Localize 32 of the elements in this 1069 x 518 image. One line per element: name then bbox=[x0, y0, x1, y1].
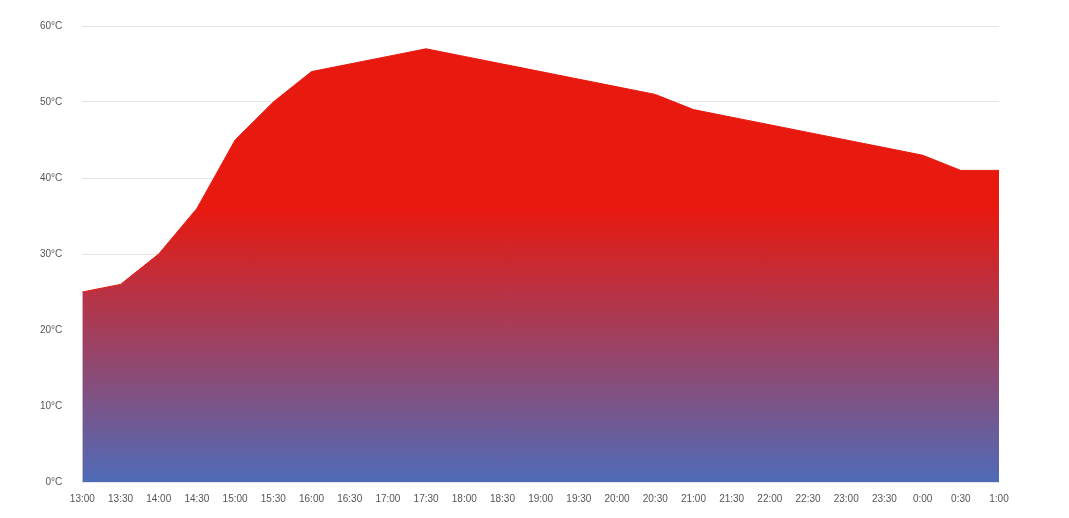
x-tick-label: 23:30 bbox=[871, 492, 898, 504]
x-tick-label: 18:00 bbox=[451, 492, 478, 504]
x-tick-label: 14:00 bbox=[146, 492, 172, 504]
x-tick-label: 13:00 bbox=[69, 492, 96, 504]
y-tick-label: 60°C bbox=[40, 19, 63, 31]
x-tick-label: 20:00 bbox=[604, 492, 631, 504]
y-tick-label: 50°C bbox=[40, 95, 63, 107]
y-tick-label: 20°C bbox=[40, 323, 63, 335]
x-tick-label: 19:30 bbox=[566, 492, 592, 504]
x-tick-label: 18:30 bbox=[489, 492, 516, 504]
x-tick-label: 20:30 bbox=[642, 492, 669, 504]
x-tick-label: 17:00 bbox=[375, 492, 401, 504]
x-tick-label: 21:00 bbox=[680, 492, 707, 504]
y-tick-label: 10°C bbox=[40, 399, 63, 411]
x-tick-label: 16:30 bbox=[337, 492, 363, 504]
x-tick-label: 23:00 bbox=[833, 492, 860, 504]
x-tick-label: 15:30 bbox=[260, 492, 287, 504]
x-tick-label: 0:30 bbox=[951, 492, 971, 504]
x-tick-label: 19:00 bbox=[528, 492, 554, 504]
x-tick-label: 13:30 bbox=[108, 492, 134, 504]
x-tick-label: 22:00 bbox=[757, 492, 783, 504]
x-tick-label: 21:30 bbox=[719, 492, 745, 504]
x-tick-label: 22:30 bbox=[795, 492, 821, 504]
y-tick-label: 40°C bbox=[40, 171, 63, 183]
x-tick-label: 0:00 bbox=[912, 492, 933, 504]
x-tick-label: 15:00 bbox=[222, 492, 249, 504]
x-tick-label: 1:00 bbox=[989, 492, 1010, 504]
y-tick-label: 0°C bbox=[45, 475, 63, 487]
x-tick-label: 16:00 bbox=[298, 492, 325, 504]
x-tick-label: 14:30 bbox=[184, 492, 210, 504]
y-tick-label: 30°C bbox=[40, 247, 63, 259]
x-tick-label: 17:30 bbox=[413, 492, 440, 504]
